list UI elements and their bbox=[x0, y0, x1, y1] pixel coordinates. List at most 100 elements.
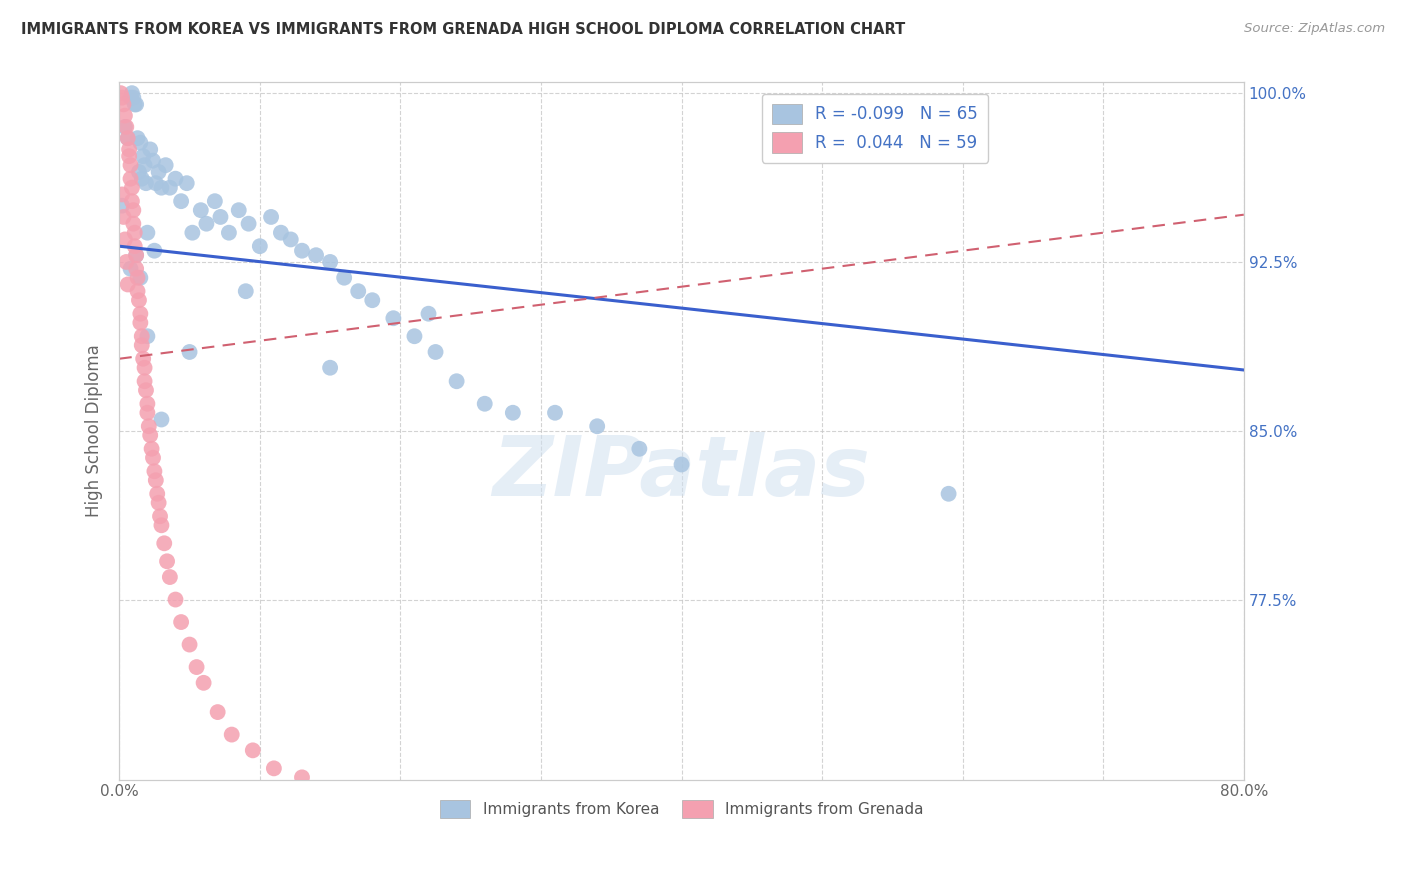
Point bbox=[176, 176, 198, 190]
Point bbox=[129, 307, 152, 321]
Point bbox=[120, 158, 142, 172]
Point bbox=[128, 293, 150, 308]
Point bbox=[586, 419, 609, 434]
Point bbox=[129, 270, 152, 285]
Point bbox=[129, 316, 152, 330]
Point bbox=[425, 345, 447, 359]
Point bbox=[135, 176, 157, 190]
Point bbox=[124, 239, 146, 253]
Point bbox=[347, 284, 370, 298]
Point bbox=[136, 397, 159, 411]
Point bbox=[249, 239, 271, 253]
Point bbox=[150, 180, 173, 194]
Point bbox=[165, 592, 187, 607]
Point bbox=[132, 351, 155, 366]
Point bbox=[242, 743, 264, 757]
Point bbox=[228, 203, 250, 218]
Point bbox=[155, 158, 177, 172]
Point bbox=[112, 97, 135, 112]
Point bbox=[150, 412, 173, 426]
Point bbox=[136, 329, 159, 343]
Point bbox=[131, 171, 153, 186]
Point bbox=[291, 770, 314, 784]
Point bbox=[138, 419, 160, 434]
Point bbox=[117, 131, 139, 145]
Point bbox=[125, 97, 148, 112]
Text: ZIPatlas: ZIPatlas bbox=[492, 432, 870, 513]
Point bbox=[159, 570, 181, 584]
Y-axis label: High School Diploma: High School Diploma bbox=[86, 344, 103, 517]
Point bbox=[139, 428, 162, 442]
Point bbox=[111, 199, 134, 213]
Point bbox=[134, 374, 156, 388]
Point bbox=[179, 345, 201, 359]
Point bbox=[131, 329, 153, 343]
Point bbox=[474, 397, 496, 411]
Point bbox=[120, 90, 142, 104]
Point bbox=[121, 194, 143, 209]
Point bbox=[148, 496, 170, 510]
Point bbox=[159, 180, 181, 194]
Point bbox=[127, 131, 149, 145]
Point bbox=[129, 136, 152, 150]
Point bbox=[134, 158, 156, 172]
Text: IMMIGRANTS FROM KOREA VS IMMIGRANTS FROM GRENADA HIGH SCHOOL DIPLOMA CORRELATION: IMMIGRANTS FROM KOREA VS IMMIGRANTS FROM… bbox=[21, 22, 905, 37]
Point bbox=[125, 261, 148, 276]
Point bbox=[204, 194, 226, 209]
Point bbox=[120, 261, 142, 276]
Point bbox=[139, 143, 162, 157]
Point bbox=[142, 153, 165, 168]
Point bbox=[117, 131, 139, 145]
Point bbox=[502, 406, 524, 420]
Point bbox=[115, 120, 138, 134]
Point bbox=[319, 255, 342, 269]
Point bbox=[207, 705, 229, 719]
Point bbox=[143, 464, 166, 478]
Point bbox=[145, 176, 167, 190]
Point bbox=[319, 360, 342, 375]
Point bbox=[165, 171, 187, 186]
Point bbox=[305, 248, 328, 262]
Point bbox=[446, 374, 468, 388]
Point bbox=[181, 226, 204, 240]
Point bbox=[260, 210, 283, 224]
Point bbox=[146, 487, 169, 501]
Point bbox=[127, 270, 149, 285]
Point bbox=[142, 450, 165, 465]
Point bbox=[120, 171, 142, 186]
Point bbox=[110, 86, 132, 100]
Point bbox=[134, 360, 156, 375]
Point bbox=[263, 761, 285, 775]
Point bbox=[153, 536, 176, 550]
Point bbox=[115, 255, 138, 269]
Point bbox=[136, 226, 159, 240]
Point bbox=[124, 226, 146, 240]
Text: Source: ZipAtlas.com: Source: ZipAtlas.com bbox=[1244, 22, 1385, 36]
Point bbox=[114, 120, 136, 134]
Point bbox=[280, 232, 302, 246]
Point bbox=[544, 406, 567, 420]
Point bbox=[128, 165, 150, 179]
Point bbox=[125, 248, 148, 262]
Point bbox=[111, 90, 134, 104]
Point bbox=[170, 194, 193, 209]
Point bbox=[135, 383, 157, 397]
Point bbox=[333, 270, 356, 285]
Point bbox=[117, 277, 139, 292]
Point bbox=[291, 244, 314, 258]
Point bbox=[382, 311, 405, 326]
Point bbox=[193, 676, 215, 690]
Legend: Immigrants from Korea, Immigrants from Grenada: Immigrants from Korea, Immigrants from G… bbox=[433, 793, 929, 824]
Point bbox=[671, 458, 693, 472]
Point bbox=[190, 203, 212, 218]
Point bbox=[150, 518, 173, 533]
Point bbox=[124, 97, 146, 112]
Point bbox=[170, 615, 193, 629]
Point bbox=[218, 226, 240, 240]
Point bbox=[112, 210, 135, 224]
Point bbox=[238, 217, 260, 231]
Point bbox=[209, 210, 232, 224]
Point bbox=[125, 248, 148, 262]
Point bbox=[186, 660, 208, 674]
Point bbox=[122, 203, 145, 218]
